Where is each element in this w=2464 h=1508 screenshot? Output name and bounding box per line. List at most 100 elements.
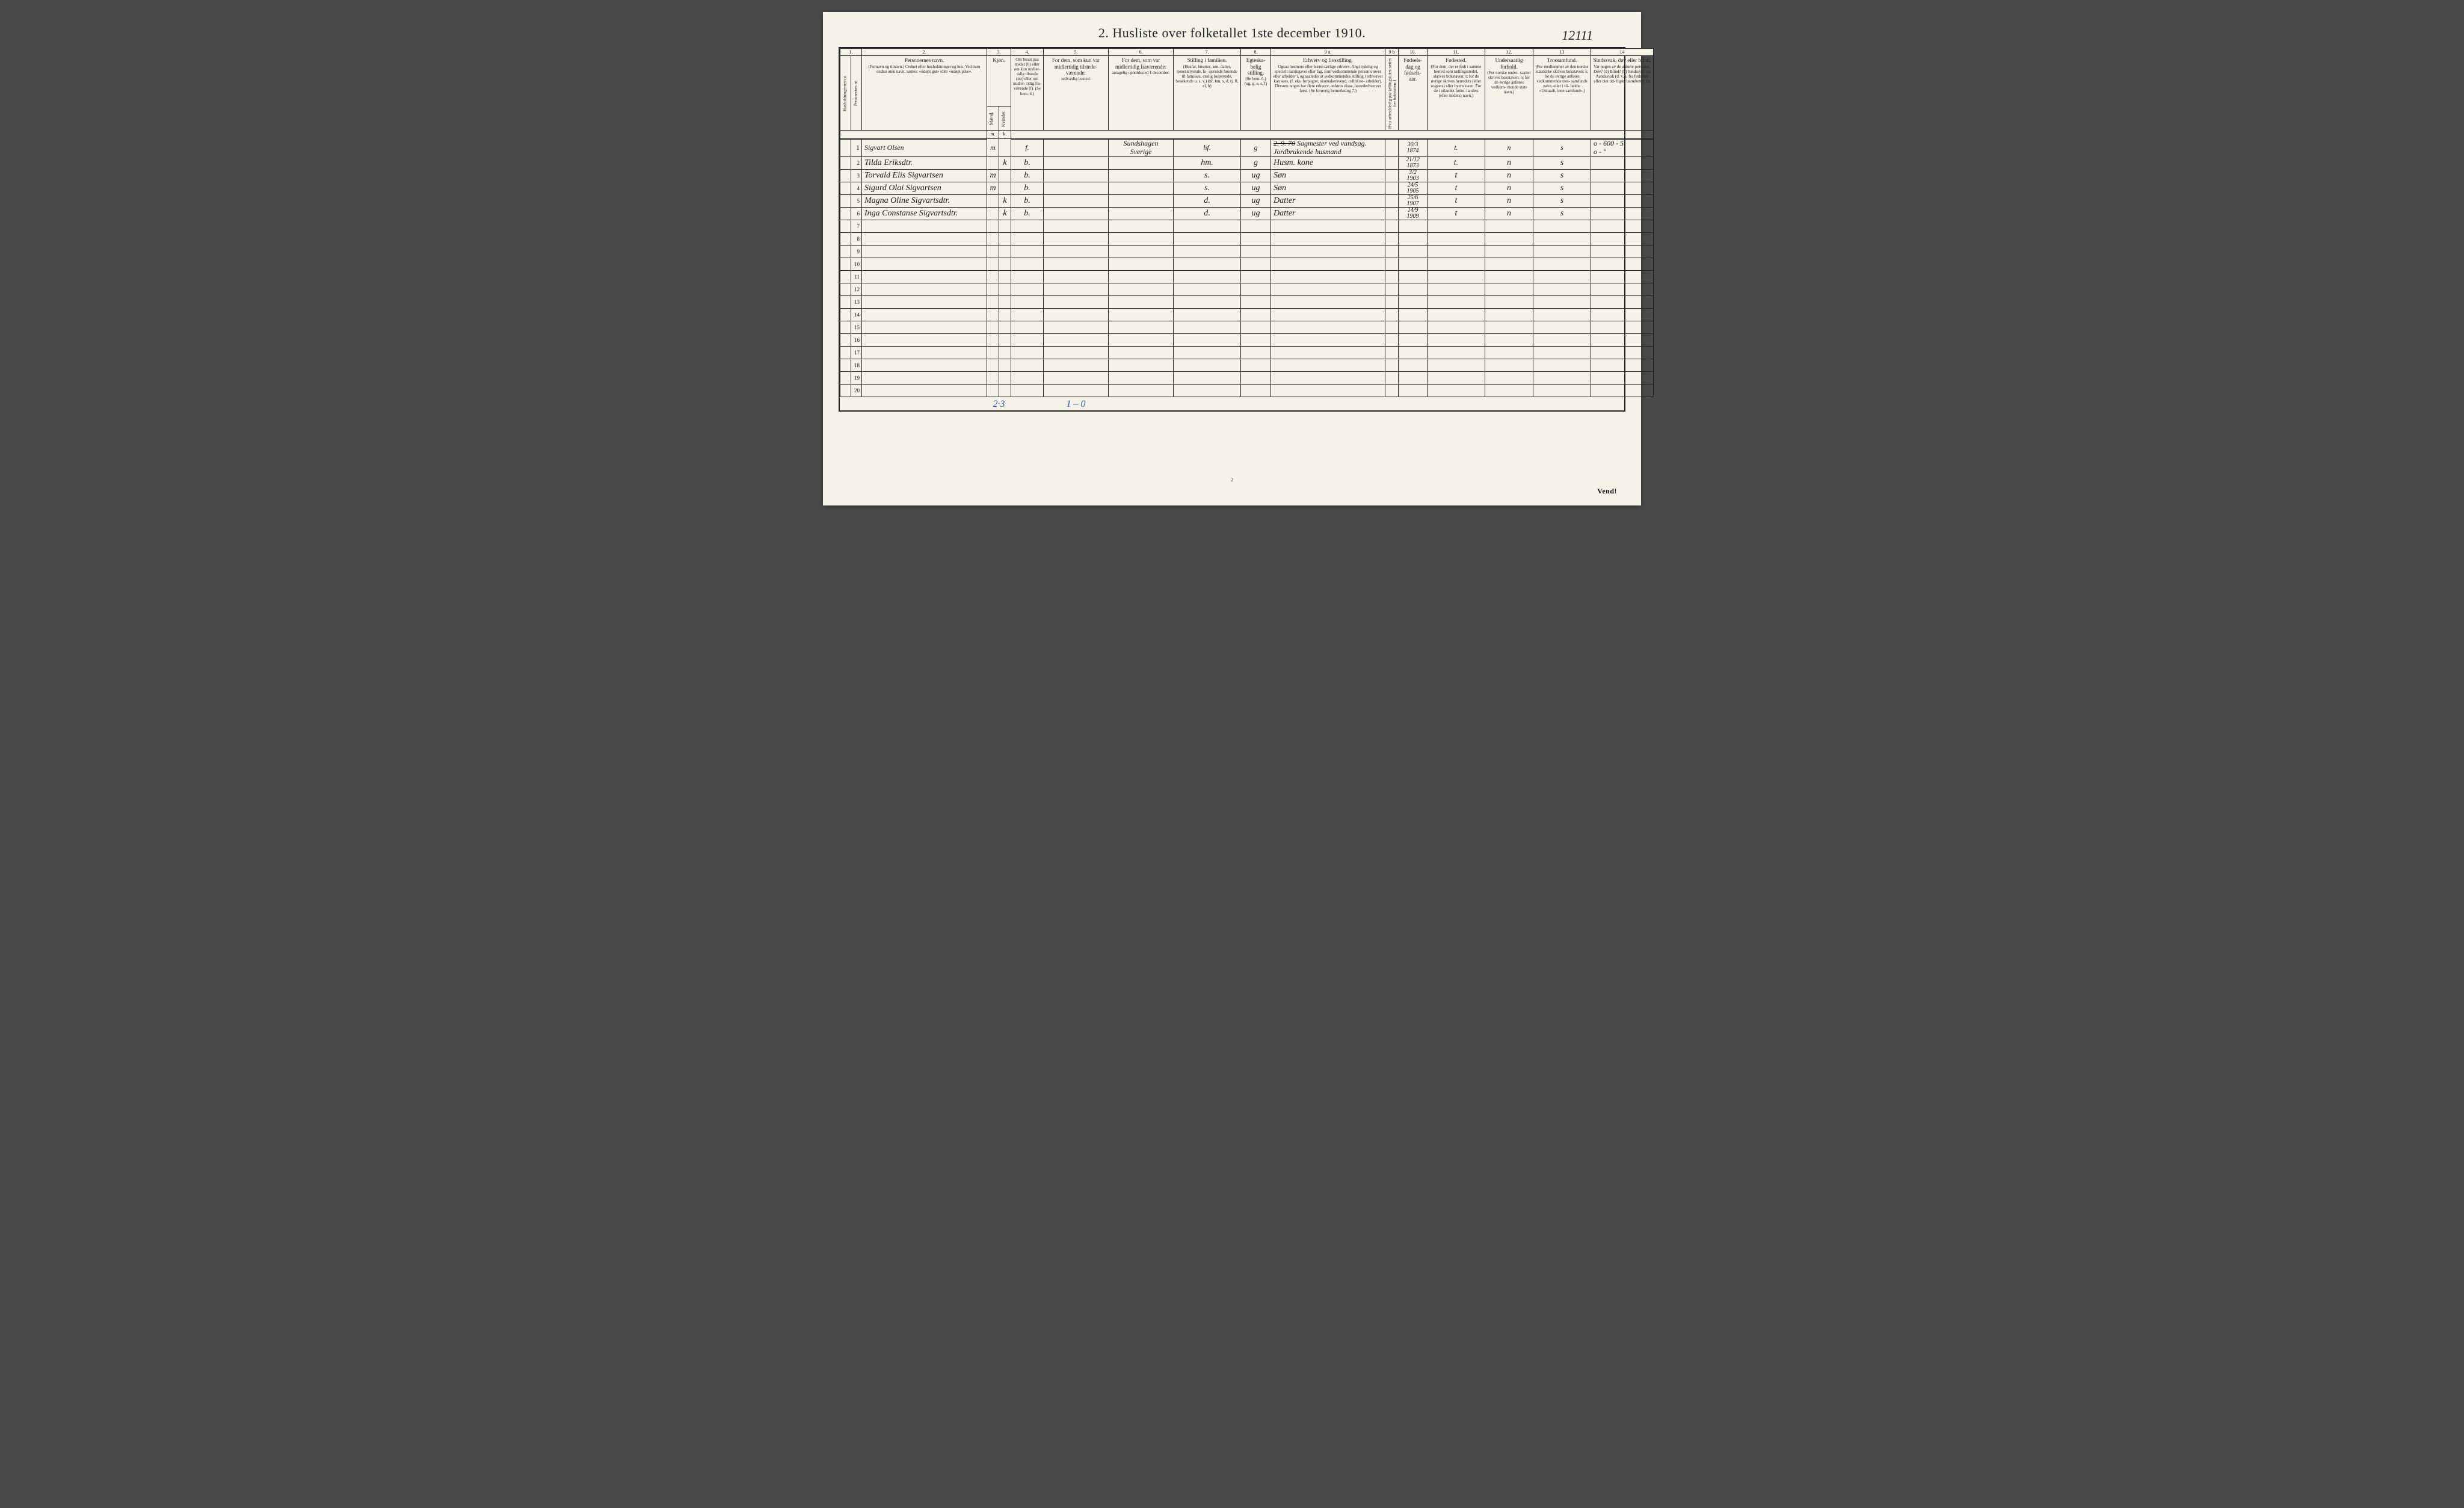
cell-blank [1241, 246, 1271, 258]
cell-person-nr: 3 [851, 170, 862, 182]
cell-blank [1399, 334, 1428, 347]
cell-m: m [987, 139, 999, 157]
cell-m: m [987, 182, 999, 195]
cell-c14 [1591, 195, 1654, 208]
cell-blank [1385, 321, 1399, 334]
column-number-row: 1. 2. 3. 4. 5. 6. 7. 8. 9 a. 9 b 10. 11.… [840, 49, 1654, 56]
cell-household [840, 208, 851, 220]
hdr-bosat: Om bosat paa stedet (b) eller om kun mid… [1011, 56, 1044, 131]
cell-blank [1533, 233, 1591, 246]
cell-midl-frav: SundshagenSverige [1109, 139, 1174, 157]
cell-blank [1044, 334, 1109, 347]
table-row: 13 [840, 296, 1654, 309]
cell-blank [1044, 233, 1109, 246]
cell-blank [1044, 296, 1109, 309]
cell-tros: s [1533, 208, 1591, 220]
vend-label: Vend! [1597, 487, 1617, 496]
cell-blank [1174, 321, 1241, 334]
cell-midl-tilstede [1044, 182, 1109, 195]
cell-l [1385, 208, 1399, 220]
cell-household [840, 246, 851, 258]
cell-blank [1271, 385, 1385, 397]
cell-erhverv: Søn [1271, 170, 1385, 182]
footer-blank [840, 397, 987, 410]
cell-blank [987, 246, 999, 258]
cell-blank [1533, 309, 1591, 321]
cell-blank [1109, 347, 1174, 359]
cell-blank [862, 334, 987, 347]
cell-blank [1044, 385, 1109, 397]
cell-blank [1485, 309, 1533, 321]
mk-blank [840, 131, 987, 139]
cell-egte: g [1241, 139, 1271, 157]
cell-blank [1428, 321, 1485, 334]
cell-blank [1109, 233, 1174, 246]
cell-blank [1174, 246, 1241, 258]
cell-blank [1109, 283, 1174, 296]
cell-person-nr: 10 [851, 258, 862, 271]
cell-household [840, 359, 851, 372]
corner-page-number: 12111 [1562, 28, 1593, 43]
cell-household [840, 139, 851, 157]
cell-blank [1109, 220, 1174, 233]
cell-blank [1399, 246, 1428, 258]
cell-name: Sigurd Olai Sigvartsen [862, 182, 987, 195]
cell-blank [1428, 296, 1485, 309]
cell-blank [1428, 246, 1485, 258]
cell-blank [1533, 321, 1591, 334]
cell-blank [862, 385, 987, 397]
cell-blank [1385, 271, 1399, 283]
table-row: 14 [840, 309, 1654, 321]
cell-blank [1428, 283, 1485, 296]
cell-blank [987, 258, 999, 271]
cell-egte: ug [1241, 170, 1271, 182]
cell-midl-frav [1109, 157, 1174, 170]
cell-blank [999, 385, 1011, 397]
cell-blank [1109, 321, 1174, 334]
hdr-trossamfund: Trossamfund.(For medlemmer av den norske… [1533, 56, 1591, 131]
cell-blank [1271, 258, 1385, 271]
cell-blank [999, 347, 1011, 359]
cell-blank [1109, 296, 1174, 309]
cell-blank [1485, 271, 1533, 283]
cell-blank [1044, 309, 1109, 321]
cell-person-nr: 14 [851, 309, 862, 321]
cell-fsted: t [1428, 170, 1485, 182]
mk-k: k. [999, 131, 1011, 139]
cell-egte: ug [1241, 182, 1271, 195]
cell-blank [1241, 309, 1271, 321]
cell-blank [1011, 372, 1044, 385]
hdr-person-nr: Personernes nr. [851, 56, 862, 131]
hdr-sex: Kjøn. [987, 56, 1011, 107]
mk-m: m. [987, 131, 999, 139]
cell-blank [1428, 258, 1485, 271]
cell-fsted: t. [1428, 139, 1485, 157]
cell-blank [1011, 359, 1044, 372]
cell-household [840, 195, 851, 208]
cell-household [840, 296, 851, 309]
cell-household [840, 321, 851, 334]
cell-person-nr: 7 [851, 220, 862, 233]
cell-household [840, 170, 851, 182]
cell-k: k [999, 195, 1011, 208]
cell-blank [987, 296, 999, 309]
cell-person-nr: 5 [851, 195, 862, 208]
cell-blank [1241, 258, 1271, 271]
cell-blank [1241, 271, 1271, 283]
cell-blank [987, 334, 999, 347]
cell-blank [1533, 258, 1591, 271]
cell-midl-frav [1109, 195, 1174, 208]
cell-blank [1385, 334, 1399, 347]
cell-blank [1044, 271, 1109, 283]
cell-fsted: t [1428, 208, 1485, 220]
cell-blank [1241, 220, 1271, 233]
cell-blank [1485, 233, 1533, 246]
cell-blank [1485, 296, 1533, 309]
cell-blank [1271, 359, 1385, 372]
cell-egte: ug [1241, 208, 1271, 220]
colnum-4: 4. [1011, 49, 1044, 56]
cell-blank [1174, 271, 1241, 283]
cell-l [1385, 182, 1399, 195]
cell-blank [1271, 347, 1385, 359]
hdr-midl-tilstede: For dem, som kun var midlertidig tilsted… [1044, 56, 1109, 131]
